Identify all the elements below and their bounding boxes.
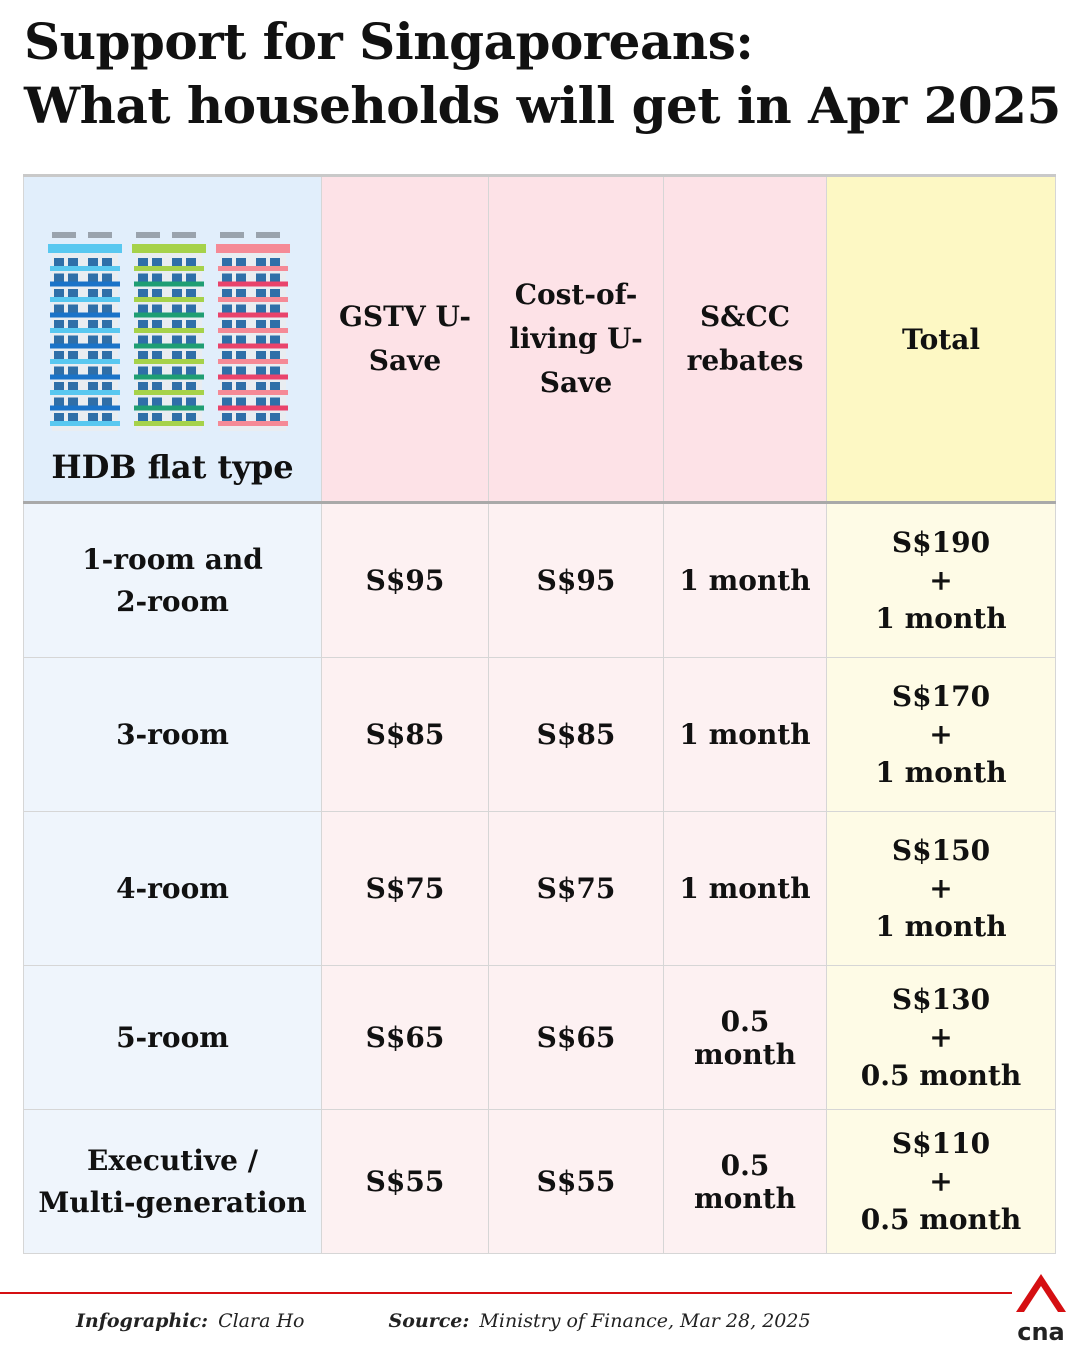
total-cell-text: 1 month: [875, 909, 1007, 943]
scc-rebate-cell-text: 0.5: [720, 1004, 770, 1038]
total-cell-text: S$130: [891, 982, 991, 1016]
header-row: HDB flat type GSTV U-Save Cost-of- livin…: [23, 174, 1056, 504]
table-row: 5-room S$65 S$65 0.5 month S$130 +0.5 month: [23, 965, 1056, 1110]
support-table: HDB flat type GSTV U-Save Cost-of- livin…: [23, 174, 1056, 1254]
cost-of-living-cell: S$65: [488, 965, 664, 1110]
total-cell: S$170 +1 month: [826, 657, 1056, 812]
cost-of-living-cell-text: S$55: [536, 1165, 616, 1198]
infographic-author: Clara Ho: [218, 1310, 305, 1332]
gstv-cell: S$55: [321, 1109, 489, 1254]
flat-type-cell-text: 3-room: [116, 717, 229, 751]
header-flat-type-label: HDB flat type: [51, 448, 294, 486]
total-cell-text: 0.5 month: [860, 1202, 1022, 1236]
gstv-cell: S$75: [321, 811, 489, 966]
header-gstv: GSTV U-Save: [321, 174, 489, 504]
table-row: 4-room S$75 S$75 1 month S$150 +1 month: [23, 811, 1056, 966]
total-cell-text: S$170: [891, 679, 991, 713]
cost-of-living-cell: S$85: [488, 657, 664, 812]
total-cell-text: S$110: [891, 1126, 991, 1160]
gstv-cell: S$95: [321, 502, 489, 658]
gstv-cell: S$65: [321, 965, 489, 1110]
title-line-2: What households will get in Apr 2025: [24, 76, 1061, 135]
flat-type-cell: 1-room and 2-room: [23, 502, 322, 658]
total-cell-text: 0.5 month: [860, 1058, 1022, 1092]
flat-type-cell: Executive / Multi-generation: [23, 1109, 322, 1254]
flat-type-cell: 5-room: [23, 965, 322, 1110]
header-total: Total: [826, 174, 1056, 504]
scc-rebate-cell: 0.5 month: [663, 965, 827, 1110]
infographic-label: Infographic:: [76, 1310, 209, 1332]
title-line-1: Support for Singaporeans:: [24, 12, 754, 71]
cost-of-living-cell: S$55: [488, 1109, 664, 1254]
gstv-cell-text: S$75: [365, 872, 445, 905]
cost-of-living-cell-text: S$85: [536, 718, 616, 751]
gstv-cell-text: S$55: [365, 1165, 445, 1198]
header-col-line2: living: [509, 322, 598, 355]
header-col-line3: U-Save: [539, 322, 643, 399]
table-row: Executive / Multi-generation S$55 S$55 0.5 mo…: [23, 1109, 1056, 1254]
scc-rebate-cell: 1 month: [663, 502, 827, 658]
page-title: Support for Singaporeans: What household…: [24, 10, 1064, 138]
footer-divider: [0, 1292, 1012, 1294]
total-cell: S$150 +1 month: [826, 811, 1056, 966]
header-scc-line2: rebates: [686, 344, 804, 377]
cna-logo-icon: cna: [1016, 1274, 1066, 1344]
gstv-cell-text: S$95: [365, 564, 445, 597]
cost-of-living-cell: S$95: [488, 502, 664, 658]
scc-rebate-cell-text: 1 month: [679, 872, 811, 905]
flat-type-cell-text: 4-room: [116, 871, 229, 905]
header-scc: S&CC rebates: [663, 174, 827, 504]
header-gstv-line1: GSTV: [339, 300, 426, 333]
header-col-line1: Cost-of-: [514, 278, 638, 311]
total-cell-text: +: [929, 563, 953, 597]
total-cell-text: +: [929, 871, 953, 905]
total-cell-text: +: [929, 717, 953, 751]
total-cell: S$130 +0.5 month: [826, 965, 1056, 1110]
footer-credits: Infographic: Clara Ho Source: Ministry of …: [76, 1310, 811, 1332]
gstv-cell: S$85: [321, 657, 489, 812]
header-flat-type: HDB flat type: [23, 174, 322, 504]
total-cell: S$190 +1 month: [826, 502, 1056, 658]
scc-rebate-cell-text: 0.5: [720, 1148, 770, 1182]
cost-of-living-cell: S$75: [488, 811, 664, 966]
scc-rebate-cell: 1 month: [663, 811, 827, 966]
scc-rebate-cell-text: 1 month: [679, 564, 811, 597]
header-cost-of-living: Cost-of- living U-Save: [488, 174, 664, 504]
scc-rebate-cell-text: 1 month: [679, 718, 811, 751]
flat-type-cell: 4-room: [23, 811, 322, 966]
hdb-buildings-icon: [47, 232, 290, 431]
flat-type-cell-text: 2-room: [116, 584, 229, 618]
total-cell: S$110 +0.5 month: [826, 1109, 1056, 1254]
header-gstv-line2: U-Save: [368, 300, 471, 377]
gstv-cell-text: S$85: [365, 718, 445, 751]
scc-rebate-cell: 1 month: [663, 657, 827, 812]
cost-of-living-cell-text: S$65: [536, 1021, 616, 1054]
flat-type-cell-text: 5-room: [116, 1020, 229, 1054]
cna-logo-text: cna: [1017, 1318, 1065, 1344]
total-cell-text: 1 month: [875, 601, 1007, 635]
source-text: Ministry of Finance, Mar 28, 2025: [479, 1310, 811, 1332]
source-label: Source:: [388, 1310, 470, 1332]
total-cell-text: +: [929, 1164, 953, 1198]
flat-type-cell: 3-room: [23, 657, 322, 812]
header-scc-line1: S&CC: [699, 300, 791, 333]
scc-rebate-cell-text: month: [694, 1037, 796, 1071]
total-cell-text: S$150: [891, 833, 991, 867]
flat-type-cell-text: Executive /: [87, 1143, 258, 1177]
gstv-cell-text: S$65: [365, 1021, 445, 1054]
scc-rebate-cell: 0.5 month: [663, 1109, 827, 1254]
total-cell-text: +: [929, 1020, 953, 1054]
flat-type-cell-text: 1-room and: [82, 542, 263, 576]
table-body: 1-room and 2-room S$95 S$95 1 month S$190 +1 m…: [23, 502, 1056, 1254]
flat-type-cell-text: Multi-generation: [38, 1185, 307, 1219]
total-cell-text: S$190: [891, 525, 991, 559]
cost-of-living-cell-text: S$95: [536, 564, 616, 597]
table-row: 1-room and 2-room S$95 S$95 1 month S$190 +1 m…: [23, 502, 1056, 658]
total-cell-text: 1 month: [875, 755, 1007, 789]
scc-rebate-cell-text: month: [694, 1181, 796, 1215]
cost-of-living-cell-text: S$75: [536, 872, 616, 905]
table-row: 3-room S$85 S$85 1 month S$170 +1 month: [23, 657, 1056, 812]
